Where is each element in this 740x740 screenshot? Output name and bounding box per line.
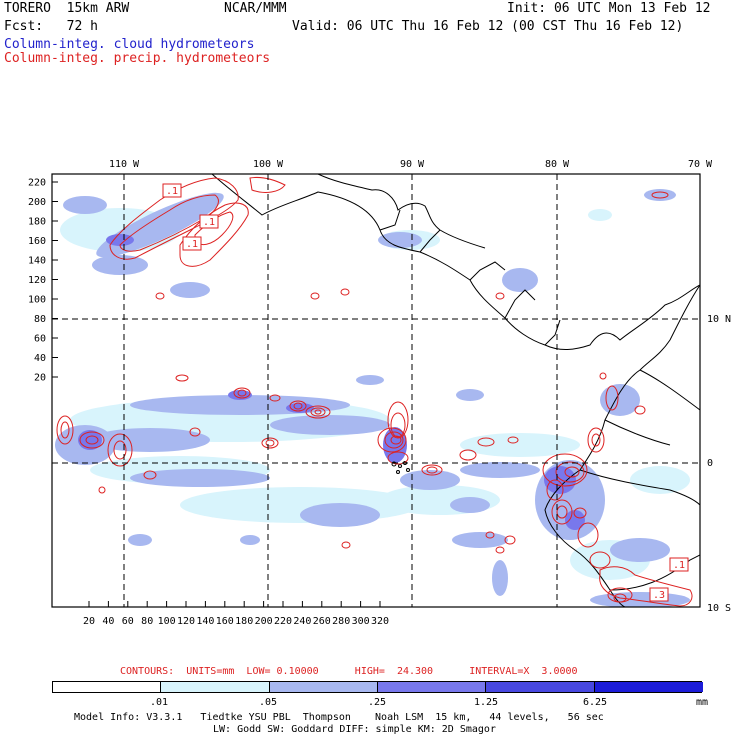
colorbar-cell	[161, 682, 270, 692]
contour-box-2: .1	[203, 217, 215, 228]
field-precip-label: Column-integ. precip. hydrometeors	[4, 51, 271, 66]
y-tick-label: 160	[28, 236, 46, 247]
contour-box-4: .1	[673, 560, 685, 571]
x-tick-label: 220	[274, 616, 292, 627]
lon-label-70w: 70 W	[688, 159, 713, 170]
x-tick-label: 280	[332, 616, 350, 627]
y-tick-label: 180	[28, 217, 46, 228]
lon-label-100w: 100 W	[253, 159, 284, 170]
map-frame	[51, 173, 701, 608]
colorbar-cell	[486, 682, 595, 692]
valid-time: Valid: 06 UTC Thu 16 Feb 12 (00 CST Thu …	[292, 19, 684, 34]
x-tick-label: 180	[235, 616, 253, 627]
x-tick-label: 40	[102, 616, 114, 627]
x-tick-label: 200	[255, 616, 273, 627]
x-tick-label: 140	[196, 616, 214, 627]
y-tick-label: 120	[28, 275, 46, 286]
y-tick-label: 60	[34, 334, 46, 345]
lat-label-10s: 10 S	[707, 603, 731, 614]
y-tick-label: 20	[34, 373, 46, 384]
y-tick-label: 100	[28, 295, 46, 306]
x-tick-label: 60	[122, 616, 134, 627]
lat-label-0: 0	[707, 458, 713, 469]
colorbar-cell	[378, 682, 487, 692]
contour-label-boxes: .1 .1 .1 .1 .3	[162, 183, 689, 602]
colorbar-label-005: .05	[258, 697, 278, 708]
y-tick-label: 80	[34, 314, 46, 325]
forecast-hour: Fcst: 72 h	[4, 19, 98, 34]
colorbar-label-125: 1.25	[473, 697, 499, 708]
colorbar-cell	[53, 682, 162, 692]
lon-label-80w: 80 W	[545, 159, 570, 170]
cloud-shading	[55, 189, 690, 607]
y-tick-label: 40	[34, 353, 46, 364]
model-info-line2: LW: Godd SW: Goddard DIFF: simple KM: 2D…	[213, 724, 496, 735]
x-tick-label: 320	[371, 616, 389, 627]
lat-label-10n: 10 N	[707, 314, 731, 325]
lon-label-110w: 110 W	[109, 159, 140, 170]
x-tick-label: 80	[141, 616, 153, 627]
x-tick-label: 120	[177, 616, 195, 627]
axis-ticks	[52, 181, 381, 607]
x-tick-label: 20	[83, 616, 95, 627]
colorbar-label-025: .25	[367, 697, 387, 708]
y-tick-label: 220	[28, 178, 46, 189]
contour-box-3: .1	[186, 239, 198, 250]
contour-box-5: .3	[653, 590, 665, 601]
lat-lon-grid	[52, 174, 700, 607]
colorbar-label-625: 6.25	[582, 697, 608, 708]
colorbar-unit: mm	[695, 697, 709, 708]
colorbar-label-001: .01	[149, 697, 169, 708]
coastlines	[211, 174, 700, 607]
x-tick-label: 160	[216, 616, 234, 627]
model-title: TORERO 15km ARW	[4, 1, 130, 16]
colorbar-cell	[269, 682, 378, 692]
colorbar-cell	[594, 682, 703, 692]
init-time: Init: 06 UTC Mon 13 Feb 12	[507, 1, 711, 16]
model-info-line1: Model Info: V3.3.1 Tiedtke YSU PBL Thomp…	[74, 712, 604, 723]
contours-info: CONTOURS: UNITS=mm LOW= 0.10000 HIGH= 24…	[120, 666, 578, 677]
colorbar	[52, 681, 703, 693]
x-tick-label: 240	[293, 616, 311, 627]
field-cloud-label: Column-integ. cloud hydrometeors	[4, 37, 255, 52]
x-tick-label: 100	[158, 616, 176, 627]
x-tick-label: 260	[313, 616, 331, 627]
lon-label-90w: 90 W	[400, 159, 425, 170]
precip-contours	[56, 177, 693, 607]
org-label: NCAR/MMM	[224, 1, 287, 16]
y-tick-label: 140	[28, 256, 46, 267]
contour-box-1: .1	[166, 186, 178, 197]
y-tick-label: 200	[28, 197, 46, 208]
x-tick-label: 300	[352, 616, 370, 627]
